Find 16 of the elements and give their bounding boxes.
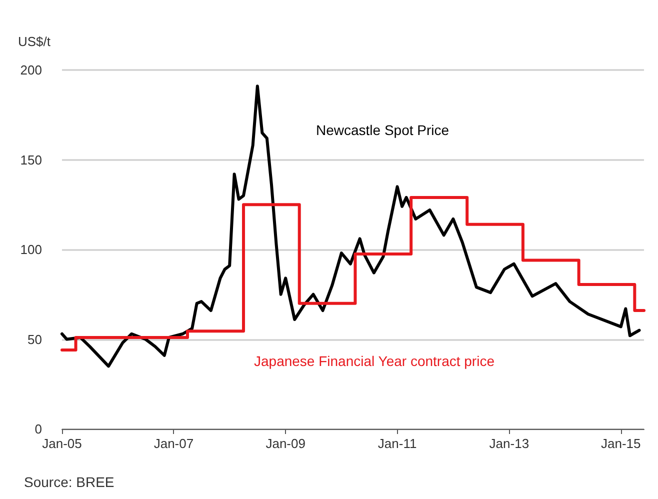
x-tick-label: Jan-15 bbox=[601, 436, 641, 451]
source-note: Source: BREE bbox=[24, 474, 114, 490]
y-tick-label: 200 bbox=[20, 62, 42, 78]
y-tick-label: 50 bbox=[28, 332, 42, 347]
line-series bbox=[60, 84, 641, 368]
y-tick-label: 0 bbox=[34, 422, 42, 436]
y-tick-label: 100 bbox=[20, 242, 42, 257]
series-label: Japanese Financial Year contract price bbox=[254, 353, 495, 369]
x-tick-label: Jan-07 bbox=[154, 436, 194, 451]
x-tick-label: Jan-05 bbox=[42, 436, 82, 451]
x-tick-label: Jan-09 bbox=[266, 436, 306, 451]
x-tick-label: Jan-11 bbox=[378, 436, 417, 451]
text: Newcastle Spot Price bbox=[316, 122, 450, 138]
y-axis-title: US$/t bbox=[18, 34, 51, 49]
y-tick-label: 150 bbox=[20, 152, 42, 168]
x-tick-label: Jan-13 bbox=[489, 436, 530, 451]
